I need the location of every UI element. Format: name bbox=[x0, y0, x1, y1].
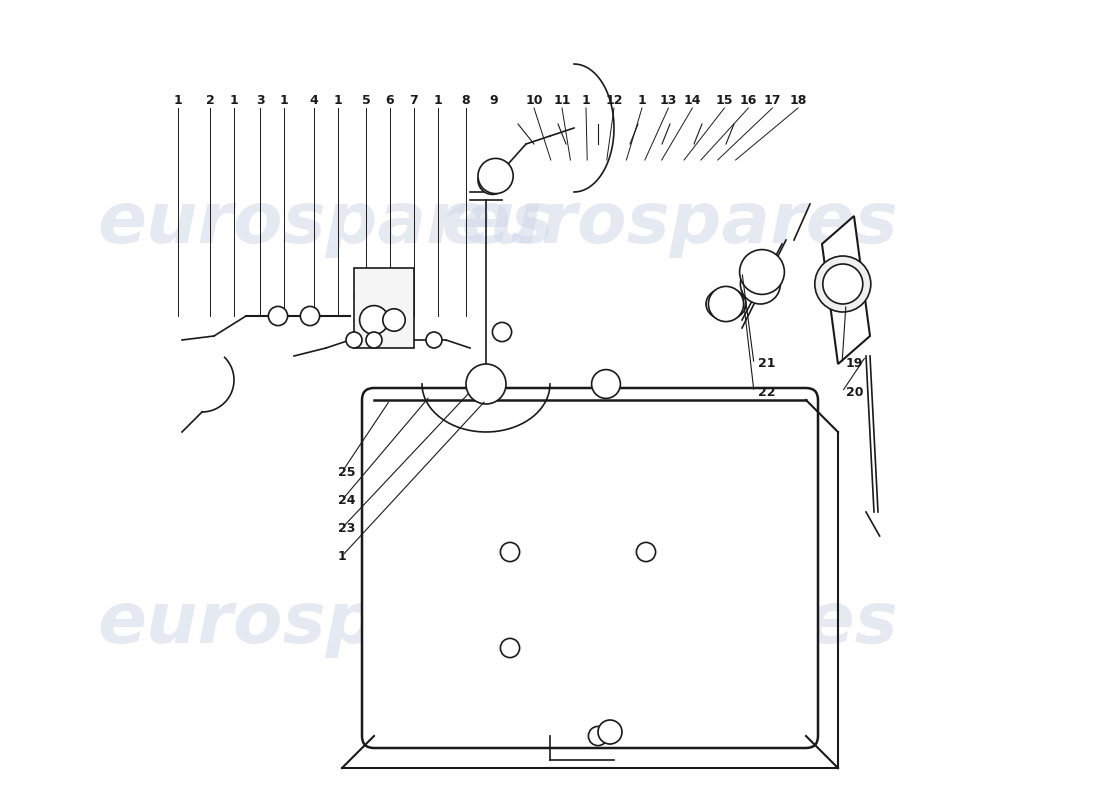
Circle shape bbox=[466, 364, 506, 404]
Text: 7: 7 bbox=[409, 94, 418, 106]
Circle shape bbox=[637, 542, 656, 562]
Text: 9: 9 bbox=[490, 94, 498, 106]
Circle shape bbox=[823, 264, 862, 304]
Text: 2: 2 bbox=[206, 94, 214, 106]
Text: 16: 16 bbox=[739, 94, 757, 106]
Circle shape bbox=[739, 250, 784, 294]
Circle shape bbox=[366, 332, 382, 348]
Circle shape bbox=[598, 720, 622, 744]
Circle shape bbox=[592, 370, 620, 398]
Circle shape bbox=[383, 309, 405, 331]
Text: 12: 12 bbox=[605, 94, 623, 106]
Text: 6: 6 bbox=[386, 94, 394, 106]
Text: 1: 1 bbox=[433, 94, 442, 106]
Text: eurospares: eurospares bbox=[98, 190, 554, 258]
Text: 1: 1 bbox=[582, 94, 591, 106]
Circle shape bbox=[740, 264, 780, 304]
Text: 5: 5 bbox=[362, 94, 371, 106]
Circle shape bbox=[588, 726, 607, 746]
Circle shape bbox=[426, 332, 442, 348]
Text: 1: 1 bbox=[638, 94, 647, 106]
Text: 11: 11 bbox=[553, 94, 571, 106]
Text: 22: 22 bbox=[758, 386, 776, 398]
Text: 1: 1 bbox=[280, 94, 289, 106]
Circle shape bbox=[478, 166, 507, 194]
Text: 10: 10 bbox=[526, 94, 542, 106]
FancyBboxPatch shape bbox=[362, 388, 818, 748]
Polygon shape bbox=[822, 216, 870, 364]
Circle shape bbox=[500, 542, 519, 562]
Circle shape bbox=[300, 306, 320, 326]
Text: 8: 8 bbox=[462, 94, 471, 106]
Text: 24: 24 bbox=[338, 494, 355, 506]
Text: 14: 14 bbox=[684, 94, 701, 106]
Text: 18: 18 bbox=[790, 94, 806, 106]
Circle shape bbox=[493, 322, 512, 342]
Circle shape bbox=[360, 306, 388, 334]
Text: 3: 3 bbox=[256, 94, 265, 106]
Circle shape bbox=[478, 158, 514, 194]
Circle shape bbox=[815, 256, 871, 312]
Text: 20: 20 bbox=[846, 386, 864, 398]
Text: 1: 1 bbox=[333, 94, 342, 106]
Text: eurospares: eurospares bbox=[98, 590, 554, 658]
Text: 13: 13 bbox=[660, 94, 678, 106]
Text: 17: 17 bbox=[763, 94, 781, 106]
Text: 4: 4 bbox=[309, 94, 318, 106]
Circle shape bbox=[346, 332, 362, 348]
Text: 23: 23 bbox=[338, 522, 355, 534]
Circle shape bbox=[500, 638, 519, 658]
Text: 1: 1 bbox=[230, 94, 239, 106]
Text: 19: 19 bbox=[846, 358, 864, 370]
Text: 1: 1 bbox=[174, 94, 183, 106]
Circle shape bbox=[708, 286, 744, 322]
Text: eurospares: eurospares bbox=[441, 590, 899, 658]
Text: 21: 21 bbox=[758, 358, 776, 370]
Text: 15: 15 bbox=[716, 94, 733, 106]
Bar bbox=[354, 268, 414, 348]
Text: eurospares: eurospares bbox=[441, 190, 899, 258]
Circle shape bbox=[268, 306, 287, 326]
Text: 25: 25 bbox=[338, 466, 355, 478]
Text: 1: 1 bbox=[338, 550, 346, 562]
